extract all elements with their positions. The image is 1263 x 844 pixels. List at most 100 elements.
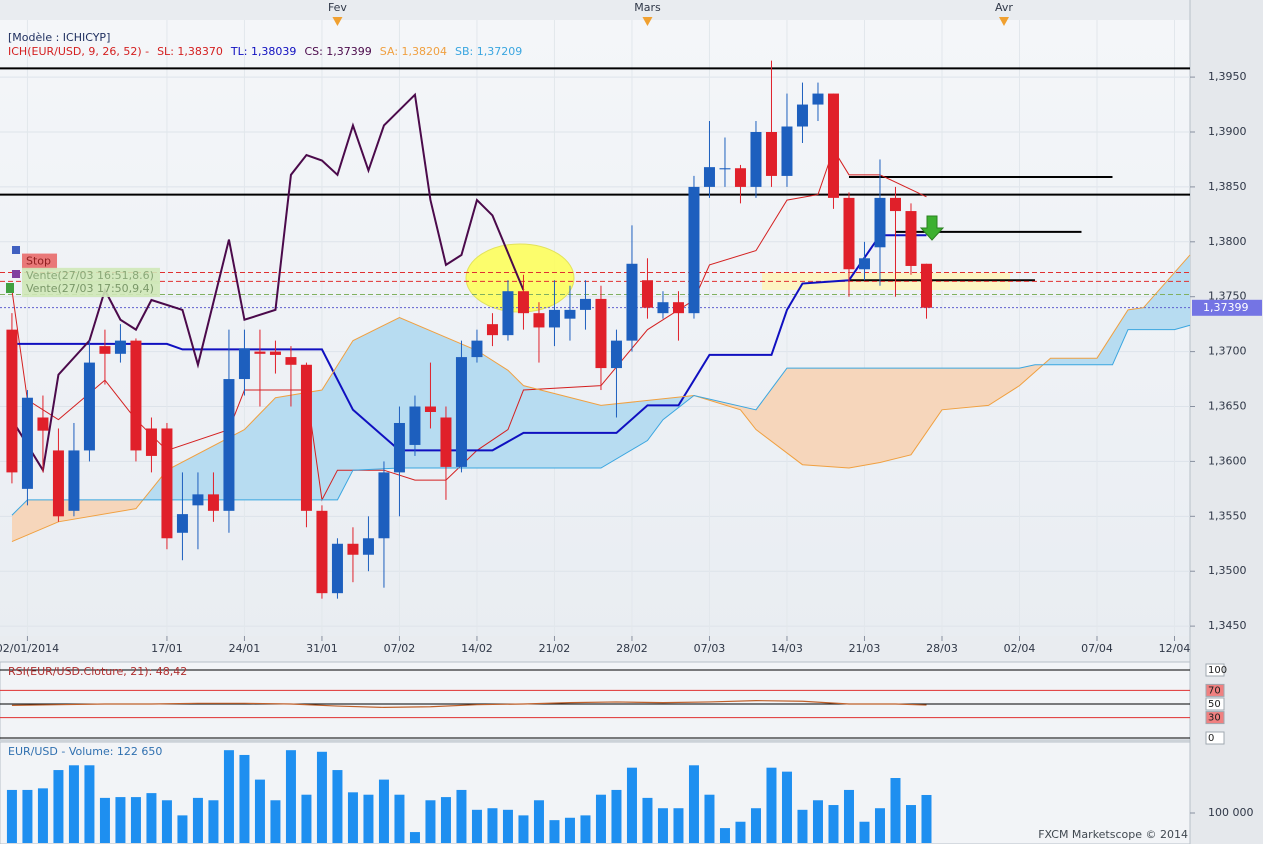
candle-body bbox=[223, 379, 235, 511]
candle-body bbox=[440, 417, 452, 467]
x-tick-label: 21/03 bbox=[849, 642, 881, 655]
candle-body bbox=[812, 93, 824, 105]
candle-body bbox=[920, 263, 932, 308]
candle-body bbox=[750, 132, 762, 187]
rsi-tick-label: 30 bbox=[1208, 713, 1221, 724]
volume-bar bbox=[301, 794, 312, 843]
x-tick-label: 31/01 bbox=[306, 642, 338, 655]
candle-body bbox=[52, 450, 64, 517]
candle-body bbox=[114, 340, 126, 354]
y-tick-label: 1,3850 bbox=[1208, 180, 1247, 193]
candle-body bbox=[424, 406, 436, 412]
volume-tick-label: 100 000 bbox=[1208, 806, 1254, 819]
volume-bar bbox=[130, 797, 141, 843]
candle-body bbox=[672, 302, 684, 314]
footer: FXCM Marketscope © 2014 bbox=[1038, 828, 1188, 841]
month-label: Fev bbox=[328, 1, 347, 14]
volume-bar bbox=[890, 778, 901, 843]
candle-body bbox=[486, 324, 498, 336]
rsi-tick-box bbox=[1205, 683, 1225, 697]
volume-bar bbox=[580, 815, 591, 843]
legend-entry: SB: 1,37209 bbox=[455, 45, 522, 58]
volume-bar bbox=[502, 809, 513, 843]
order-label: Vente(27/03 17:50,9,4) bbox=[26, 282, 154, 295]
candle-body bbox=[331, 543, 343, 594]
candle-body bbox=[595, 298, 607, 369]
volume-bar bbox=[766, 767, 777, 843]
candle-body bbox=[130, 340, 142, 451]
order-box bbox=[22, 253, 58, 270]
candle-body bbox=[238, 348, 250, 380]
volume-bar bbox=[223, 750, 234, 843]
x-tick-label: 28/02 bbox=[616, 642, 648, 655]
volume-bar bbox=[22, 789, 33, 843]
candle-body bbox=[517, 291, 529, 314]
candle-body bbox=[657, 302, 669, 314]
volume-bar bbox=[735, 821, 746, 843]
candle-body bbox=[207, 494, 219, 511]
order-icon bbox=[12, 270, 20, 278]
x-tick-label: 17/01 bbox=[151, 642, 183, 655]
month-marker bbox=[642, 17, 653, 26]
volume-bar bbox=[316, 751, 327, 843]
volume-bar bbox=[719, 828, 730, 843]
candle-body bbox=[192, 494, 204, 506]
candle-body bbox=[502, 291, 514, 336]
volume-bar bbox=[905, 805, 916, 843]
rsi-tick-box bbox=[1205, 731, 1225, 745]
price-panel bbox=[0, 20, 1190, 636]
volume-bar bbox=[270, 800, 281, 843]
candle-body bbox=[858, 258, 870, 270]
indicator-legend: ICH(EUR/USD, 9, 26, 52) - SL: 1,38370 TL: … bbox=[8, 45, 522, 58]
candle-body bbox=[579, 298, 591, 310]
candle-body bbox=[765, 132, 777, 176]
volume-bar bbox=[285, 750, 296, 843]
volume-bar bbox=[115, 797, 126, 843]
volume-bar bbox=[378, 779, 389, 843]
volume-bar bbox=[409, 832, 420, 843]
candle-body bbox=[719, 168, 731, 170]
y-tick-label: 1,3600 bbox=[1208, 454, 1247, 467]
volume-bar bbox=[425, 800, 436, 843]
volume-bar bbox=[440, 797, 451, 843]
sell-arrow bbox=[919, 215, 945, 241]
candle-body bbox=[548, 309, 560, 328]
candle-body bbox=[827, 93, 839, 198]
y-tick-label: 1,3550 bbox=[1208, 509, 1247, 522]
indicator-line bbox=[11, 324, 1191, 516]
order-box bbox=[22, 267, 160, 284]
volume-bar bbox=[595, 794, 606, 843]
candle-body bbox=[6, 329, 18, 473]
last-price-label: 1,37399 bbox=[1203, 301, 1249, 314]
indicator-line bbox=[11, 234, 927, 452]
order-label: Vente(27/03 16:51,8.6) bbox=[26, 269, 154, 282]
candle-body bbox=[362, 538, 374, 555]
volume-bar bbox=[53, 770, 64, 843]
volume-bar bbox=[533, 800, 544, 843]
volume-bar bbox=[812, 800, 823, 843]
month-marker bbox=[998, 17, 1009, 26]
rsi-line bbox=[11, 699, 927, 709]
volume-bar bbox=[673, 808, 684, 843]
y-tick-label: 1,3700 bbox=[1208, 345, 1247, 358]
candle-body bbox=[610, 340, 622, 369]
rsi-tick-box bbox=[1205, 697, 1225, 711]
y-tick-label: 1,3650 bbox=[1208, 400, 1247, 413]
volume-bar bbox=[6, 789, 17, 843]
rsi-tick-label: 50 bbox=[1208, 699, 1221, 710]
volume-bar bbox=[68, 765, 79, 843]
candle-body bbox=[393, 422, 405, 473]
candle-body bbox=[254, 351, 266, 354]
volume-bar bbox=[564, 817, 575, 843]
order-box bbox=[22, 281, 160, 298]
volume-bar bbox=[518, 815, 529, 843]
candle-body bbox=[176, 514, 188, 533]
volume-bar bbox=[471, 809, 482, 843]
y-tick-label: 1,3800 bbox=[1208, 235, 1247, 248]
model-label: [Modèle : ICHICYP] bbox=[8, 31, 110, 44]
order-zone bbox=[762, 273, 1010, 290]
order-icon bbox=[12, 246, 20, 254]
candle-body bbox=[145, 428, 157, 456]
candle-body bbox=[626, 263, 638, 341]
